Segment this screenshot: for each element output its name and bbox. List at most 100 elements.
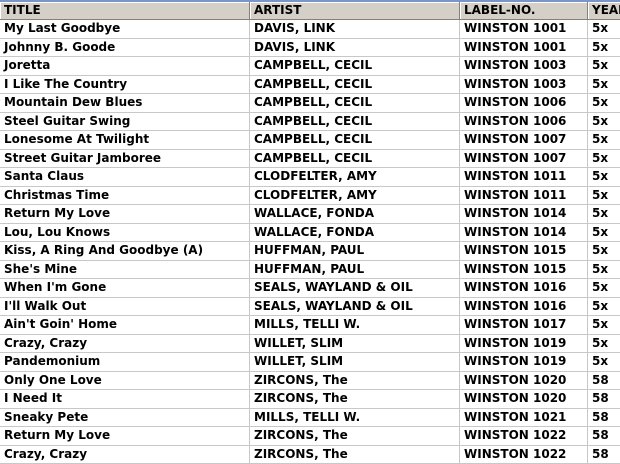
title-cell[interactable]: Lou, Lou Knows [0,224,250,242]
label-no-cell[interactable]: WINSTON 1017 [460,316,588,334]
title-cell[interactable]: I Need It [0,390,250,408]
label-no-cell[interactable]: WINSTON 1015 [460,261,588,279]
artist-cell[interactable]: ZIRCONS, The [250,427,460,445]
column-header-label-no[interactable]: LABEL-NO. [460,2,588,19]
artist-cell[interactable]: DAVIS, LINK [250,20,460,38]
year-cell[interactable]: 5x [588,168,620,186]
year-cell[interactable]: 5x [588,205,620,223]
artist-cell[interactable]: SEALS, WAYLAND & OIL [250,279,460,297]
artist-cell[interactable]: MILLS, TELLI W. [250,409,460,427]
year-cell[interactable]: 5x [588,242,620,260]
artist-cell[interactable]: CAMPBELL, CECIL [250,57,460,75]
label-no-cell[interactable]: WINSTON 1003 [460,57,588,75]
title-cell[interactable]: Sneaky Pete [0,409,250,427]
year-cell[interactable]: 5x [588,335,620,353]
year-cell[interactable]: 5x [588,57,620,75]
title-cell[interactable]: Street Guitar Jamboree [0,150,250,168]
label-no-cell[interactable]: WINSTON 1003 [460,76,588,94]
artist-cell[interactable]: WILLET, SLIM [250,335,460,353]
title-cell[interactable]: Johnny B. Goode [0,39,250,57]
label-no-cell[interactable]: WINSTON 1020 [460,390,588,408]
artist-cell[interactable]: CLODFELTER, AMY [250,168,460,186]
year-cell[interactable]: 5x [588,94,620,112]
label-no-cell[interactable]: WINSTON 1021 [460,409,588,427]
artist-cell[interactable]: SEALS, WAYLAND & OIL [250,298,460,316]
artist-cell[interactable]: HUFFMAN, PAUL [250,261,460,279]
label-no-cell[interactable]: WINSTON 1007 [460,131,588,149]
label-no-cell[interactable]: WINSTON 1015 [460,242,588,260]
year-cell[interactable]: 58 [588,409,620,427]
artist-cell[interactable]: CAMPBELL, CECIL [250,113,460,131]
year-cell[interactable]: 5x [588,224,620,242]
title-cell[interactable]: Christmas Time [0,187,250,205]
label-no-cell[interactable]: WINSTON 1006 [460,113,588,131]
label-no-cell[interactable]: WINSTON 1020 [460,372,588,390]
title-cell[interactable]: Pandemonium [0,353,250,371]
artist-cell[interactable]: ZIRCONS, The [250,372,460,390]
title-cell[interactable]: Lonesome At Twilight [0,131,250,149]
label-no-cell[interactable]: WINSTON 1019 [460,353,588,371]
artist-cell[interactable]: WALLACE, FONDA [250,205,460,223]
year-cell[interactable]: 58 [588,427,620,445]
label-no-cell[interactable]: WINSTON 1001 [460,20,588,38]
artist-cell[interactable]: CAMPBELL, CECIL [250,94,460,112]
year-cell[interactable]: 58 [588,390,620,408]
label-no-cell[interactable]: WINSTON 1007 [460,150,588,168]
title-cell[interactable]: Joretta [0,57,250,75]
title-cell[interactable]: Steel Guitar Swing [0,113,250,131]
artist-cell[interactable]: HUFFMAN, PAUL [250,242,460,260]
year-cell[interactable]: 5x [588,261,620,279]
label-no-cell[interactable]: WINSTON 1011 [460,187,588,205]
artist-cell[interactable]: CAMPBELL, CECIL [250,131,460,149]
year-cell[interactable]: 5x [588,76,620,94]
label-no-cell[interactable]: WINSTON 1001 [460,39,588,57]
title-cell[interactable]: Mountain Dew Blues [0,94,250,112]
column-header-year[interactable]: YEAR [588,2,620,19]
artist-cell[interactable]: CAMPBELL, CECIL [250,76,460,94]
column-header-artist[interactable]: ARTIST [250,2,460,19]
label-no-cell[interactable]: WINSTON 1022 [460,446,588,464]
label-no-cell[interactable]: WINSTON 1014 [460,224,588,242]
year-cell[interactable]: 5x [588,150,620,168]
year-cell[interactable]: 5x [588,113,620,131]
artist-cell[interactable]: MILLS, TELLI W. [250,316,460,334]
label-no-cell[interactable]: WINSTON 1006 [460,94,588,112]
title-cell[interactable]: She's Mine [0,261,250,279]
label-no-cell[interactable]: WINSTON 1019 [460,335,588,353]
title-cell[interactable]: Santa Claus [0,168,250,186]
column-header-title[interactable]: TITLE [0,2,250,19]
year-cell[interactable]: 5x [588,279,620,297]
title-cell[interactable]: Return My Love [0,427,250,445]
title-cell[interactable]: Return My Love [0,205,250,223]
artist-cell[interactable]: WILLET, SLIM [250,353,460,371]
label-no-cell[interactable]: WINSTON 1016 [460,279,588,297]
artist-cell[interactable]: WALLACE, FONDA [250,224,460,242]
label-no-cell[interactable]: WINSTON 1014 [460,205,588,223]
artist-cell[interactable]: ZIRCONS, The [250,390,460,408]
year-cell[interactable]: 5x [588,131,620,149]
title-cell[interactable]: Crazy, Crazy [0,335,250,353]
